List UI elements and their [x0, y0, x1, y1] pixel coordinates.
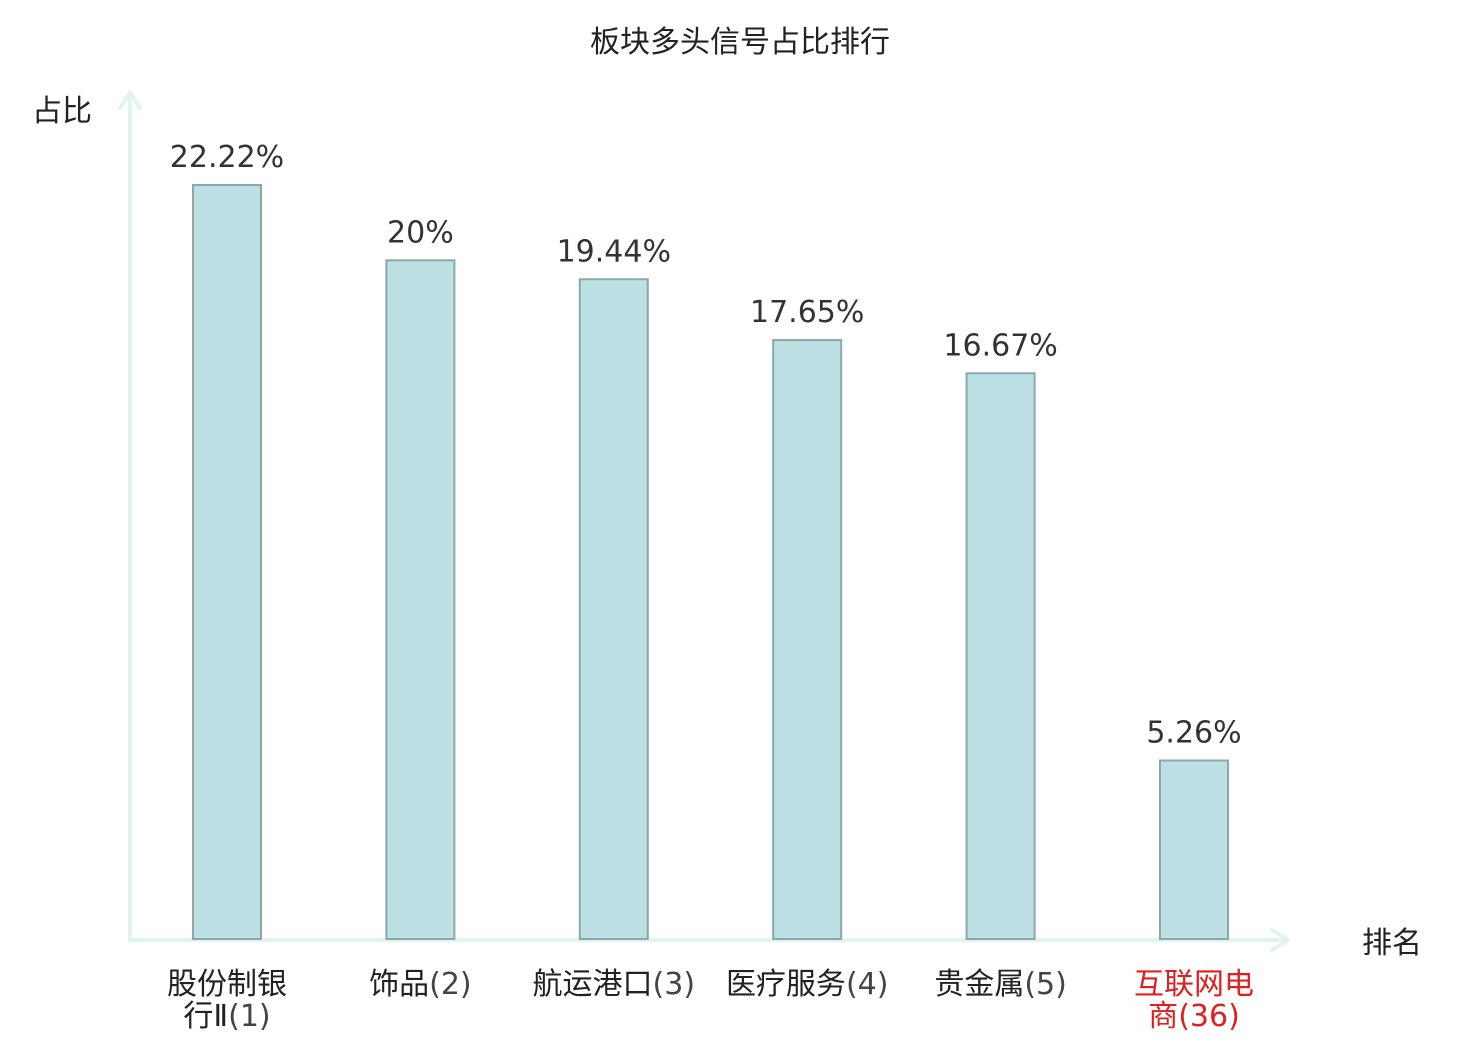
value-label: 20% [387, 215, 454, 250]
chart-title: 板块多头信号占比排行 [590, 25, 890, 60]
value-label: 5.26% [1146, 716, 1241, 751]
category-name: 互联网电 [1134, 967, 1254, 1002]
x-axis-arrow-icon [1270, 928, 1290, 952]
bar [1159, 759, 1229, 940]
category-rank: (2) [429, 967, 472, 1002]
y-axis: 占比 [32, 90, 142, 940]
category-rank: (36) [1178, 999, 1240, 1034]
category-label: 股份制银 [167, 967, 287, 1002]
bar [578, 278, 649, 940]
value-label: 17.65% [750, 295, 864, 330]
category-rank: (4) [846, 967, 889, 1002]
category-label: 医疗服务(4) [726, 967, 889, 1002]
category-label: 商(36) [1148, 999, 1240, 1034]
bar [772, 339, 843, 941]
category-rank: (1) [228, 999, 271, 1034]
category-label: 饰品(2) [369, 967, 472, 1002]
y-axis-label: 占比 [32, 94, 92, 129]
category-name: 股份制银 [167, 967, 287, 1002]
bar [965, 372, 1036, 940]
bar [385, 259, 456, 940]
category-label: 互联网电 [1134, 967, 1254, 1002]
category-name: 医疗服务 [726, 967, 846, 1002]
category-name: 商 [1148, 999, 1178, 1034]
category-rank: (5) [1024, 967, 1067, 1002]
value-label: 22.22% [170, 140, 284, 175]
category-label: 贵金属(5) [934, 967, 1067, 1002]
x-axis-label: 排名 [1362, 926, 1422, 961]
category-label: 行Ⅱ(1) [183, 999, 270, 1034]
category-name: 行Ⅱ [183, 999, 228, 1034]
value-label: 16.67% [943, 328, 1057, 363]
category-rank: (3) [653, 967, 696, 1002]
category-name: 航运港口 [533, 967, 653, 1002]
value-labels: 22.22% 20% 19.44% 17.65% 16.67% 5.26% [170, 140, 1242, 751]
value-label: 19.44% [557, 234, 671, 269]
bar [192, 184, 262, 940]
category-name: 饰品 [369, 967, 429, 1002]
bars [192, 184, 1229, 941]
y-axis-arrow-icon [118, 90, 142, 110]
x-axis: 排名 [128, 926, 1422, 961]
category-label: 航运港口(3) [533, 967, 696, 1002]
category-name: 贵金属 [934, 967, 1024, 1002]
